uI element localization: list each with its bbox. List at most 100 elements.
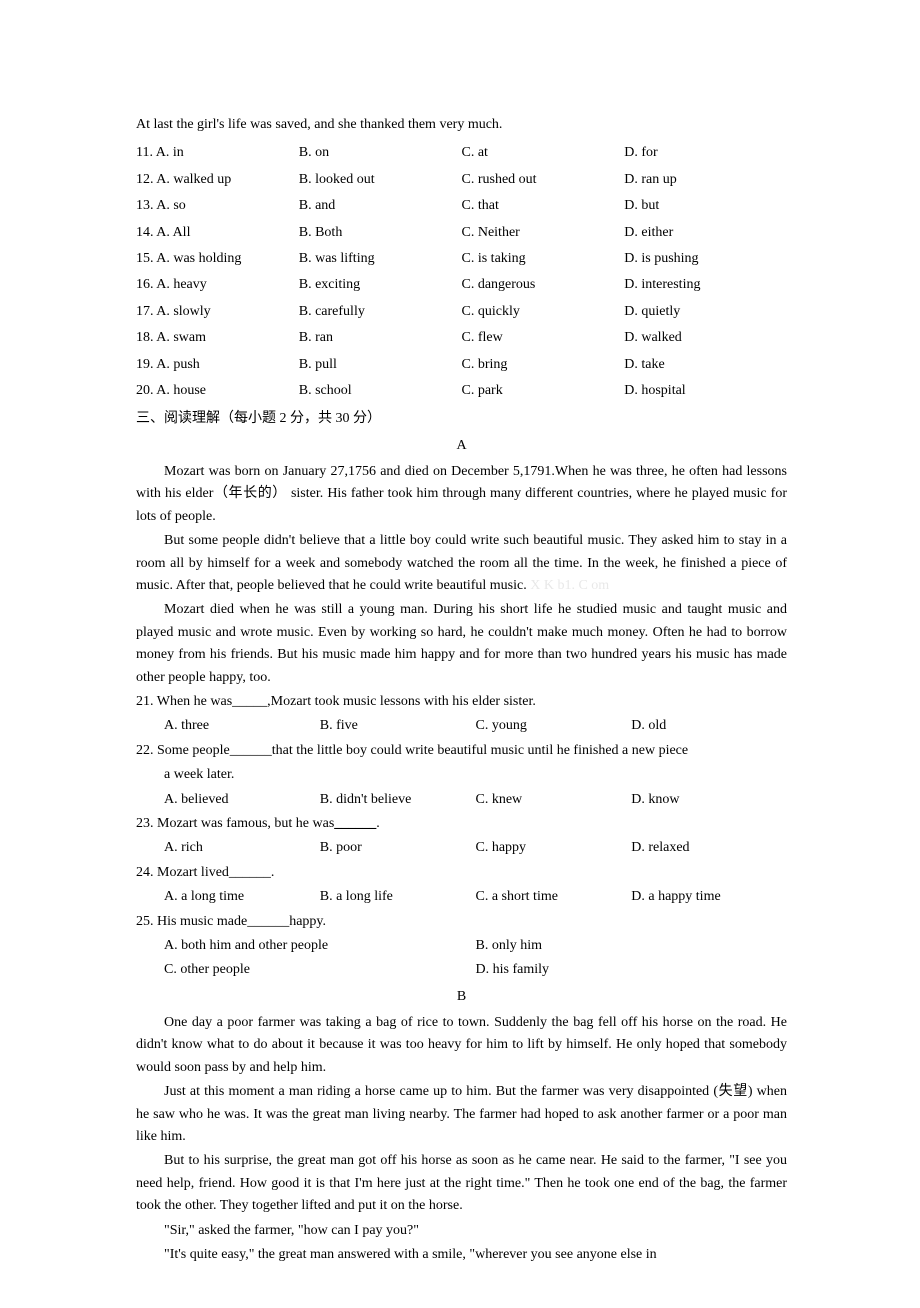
q21-stem: 21. When he was_____,Mozart took music l…: [136, 691, 787, 713]
q25-stem: 25. His music made______happy.: [136, 911, 787, 933]
mc-row: 17. A. slowlyB. carefullyC. quicklyD. qu…: [136, 299, 787, 325]
passage-b-para5: "It's quite easy," the great man answere…: [136, 1244, 787, 1266]
blank: ______: [334, 816, 376, 831]
q23-stem-post: .: [376, 816, 380, 831]
mc-cell-d: D. either: [624, 220, 787, 246]
mc-cell-c: C. park: [462, 378, 625, 404]
mc-cell-d: D. quietly: [624, 299, 787, 325]
mc-cell-b: B. and: [299, 193, 462, 219]
mc-row: 12. A. walked upB. looked outC. rushed o…: [136, 167, 787, 193]
mc-cell-b: B. looked out: [299, 167, 462, 193]
q24-stem-pre: 24. Mozart lived: [136, 865, 229, 880]
q24-opt-a: A. a long time: [164, 886, 320, 908]
mc-cell-c: C. dangerous: [462, 272, 625, 298]
q25-opt-c: C. other people: [164, 959, 476, 981]
mc-row: 13. A. soB. andC. thatD. but: [136, 193, 787, 219]
mc-cell-c: C. is taking: [462, 246, 625, 272]
q23-opt-d: D. relaxed: [631, 837, 787, 859]
q25-options-row2: C. other people D. his family: [136, 959, 787, 981]
mc-cell-a: 16. A. heavy: [136, 272, 299, 298]
q22-options: A. believed B. didn't believe C. knew D.…: [136, 789, 787, 811]
mc-cell-a: 15. A. was holding: [136, 246, 299, 272]
q25-opt-d: D. his family: [476, 959, 788, 981]
q23-stem-pre: 23. Mozart was famous, but he was: [136, 816, 334, 831]
blank: ______: [229, 865, 271, 880]
mc-cell-b: B. exciting: [299, 272, 462, 298]
passage-b-para4: "Sir," asked the farmer, "how can I pay …: [136, 1220, 787, 1242]
mc-cell-b: B. school: [299, 378, 462, 404]
mc-cell-b: B. was lifting: [299, 246, 462, 272]
mc-cell-d: D. interesting: [624, 272, 787, 298]
mc-row: 15. A. was holdingB. was liftingC. is ta…: [136, 246, 787, 272]
mc-row: 14. A. AllB. BothC. NeitherD. either: [136, 220, 787, 246]
mc-cell-d: D. is pushing: [624, 246, 787, 272]
q24-stem-post: .: [271, 865, 275, 880]
mc-cell-d: D. walked: [624, 325, 787, 351]
q23-stem: 23. Mozart was famous, but he was______.: [136, 813, 787, 835]
mc-cell-d: D. for: [624, 140, 787, 166]
mc-cell-a: 17. A. slowly: [136, 299, 299, 325]
mc-cell-d: D. take: [624, 352, 787, 378]
q24-stem: 24. Mozart lived______.: [136, 862, 787, 884]
q21-stem-post: ,Mozart took music lessons with his elde…: [267, 694, 536, 709]
mc-cell-a: 12. A. walked up: [136, 167, 299, 193]
mc-row: 11. A. inB. onC. atD. for: [136, 140, 787, 166]
passage-b-para3: But to his surprise, the great man got o…: [136, 1150, 787, 1217]
mc-cell-b: B. carefully: [299, 299, 462, 325]
mc-cell-c: C. quickly: [462, 299, 625, 325]
page-container: At last the girl's life was saved, and s…: [0, 0, 920, 1308]
q25-stem-pre: 25. His music made: [136, 914, 247, 929]
q24-opt-c: C. a short time: [476, 886, 632, 908]
mc-cell-d: D. hospital: [624, 378, 787, 404]
mc-cell-a: 13. A. so: [136, 193, 299, 219]
mc-row: 20. A. houseB. schoolC. parkD. hospital: [136, 378, 787, 404]
q25-options-row1: A. both him and other people B. only him: [136, 935, 787, 957]
q22-stem-pre: 22. Some people: [136, 743, 230, 758]
mc-cell-a: 11. A. in: [136, 140, 299, 166]
q21-opt-b: B. five: [320, 715, 476, 737]
q21-stem-pre: 21. When he was: [136, 694, 232, 709]
q25-opt-b: B. only him: [476, 935, 788, 957]
mc-cell-c: C. Neither: [462, 220, 625, 246]
reading-section-heading: 三、阅读理解（每小题 2 分，共 30 分）: [136, 408, 787, 430]
q21-opt-a: A. three: [164, 715, 320, 737]
passage-a-label: A: [136, 435, 787, 457]
cloze-options-table: 11. A. inB. onC. atD. for12. A. walked u…: [136, 140, 787, 404]
mc-cell-c: C. rushed out: [462, 167, 625, 193]
mc-cell-c: C. bring: [462, 352, 625, 378]
passage-a-para1: Mozart was born on January 27,1756 and d…: [136, 461, 787, 528]
q22-opt-b: B. didn't believe: [320, 789, 476, 811]
mc-row: 18. A. swamB. ranC. flewD. walked: [136, 325, 787, 351]
q23-opt-a: A. rich: [164, 837, 320, 859]
blank: _____: [232, 694, 267, 709]
mc-row: 16. A. heavyB. excitingC. dangerousD. in…: [136, 272, 787, 298]
mc-cell-b: B. on: [299, 140, 462, 166]
q23-options: A. rich B. poor C. happy D. relaxed: [136, 837, 787, 859]
q25-opt-a: A. both him and other people: [164, 935, 476, 957]
mc-cell-c: C. that: [462, 193, 625, 219]
mc-cell-c: C. at: [462, 140, 625, 166]
mc-cell-d: D. ran up: [624, 167, 787, 193]
passage-a-para2-text: But some people didn't believe that a li…: [136, 533, 787, 593]
mc-cell-a: 14. A. All: [136, 220, 299, 246]
mc-cell-b: B. ran: [299, 325, 462, 351]
blank: ______: [247, 914, 289, 929]
q21-opt-d: D. old: [631, 715, 787, 737]
blank: ______: [230, 743, 272, 758]
mc-cell-a: 20. A. house: [136, 378, 299, 404]
q21-options: A. three B. five C. young D. old: [136, 715, 787, 737]
q22-stem-post: that the little boy could write beautifu…: [272, 743, 688, 758]
q24-opt-b: B. a long life: [320, 886, 476, 908]
mc-cell-c: C. flew: [462, 325, 625, 351]
passage-a-para3: Mozart died when he was still a young ma…: [136, 599, 787, 689]
q22-stem: 22. Some people______that the little boy…: [136, 740, 787, 762]
q23-opt-b: B. poor: [320, 837, 476, 859]
mc-cell-d: D. but: [624, 193, 787, 219]
passage-a-para2: But some people didn't believe that a li…: [136, 530, 787, 597]
q22-opt-c: C. knew: [476, 789, 632, 811]
mc-row: 19. A. pushB. pullC. bringD. take: [136, 352, 787, 378]
q22-stem-line2: a week later.: [136, 764, 787, 786]
passage-b-para1: One day a poor farmer was taking a bag o…: [136, 1012, 787, 1079]
watermark-text: X K b1. C om: [527, 578, 609, 593]
q23-opt-c: C. happy: [476, 837, 632, 859]
